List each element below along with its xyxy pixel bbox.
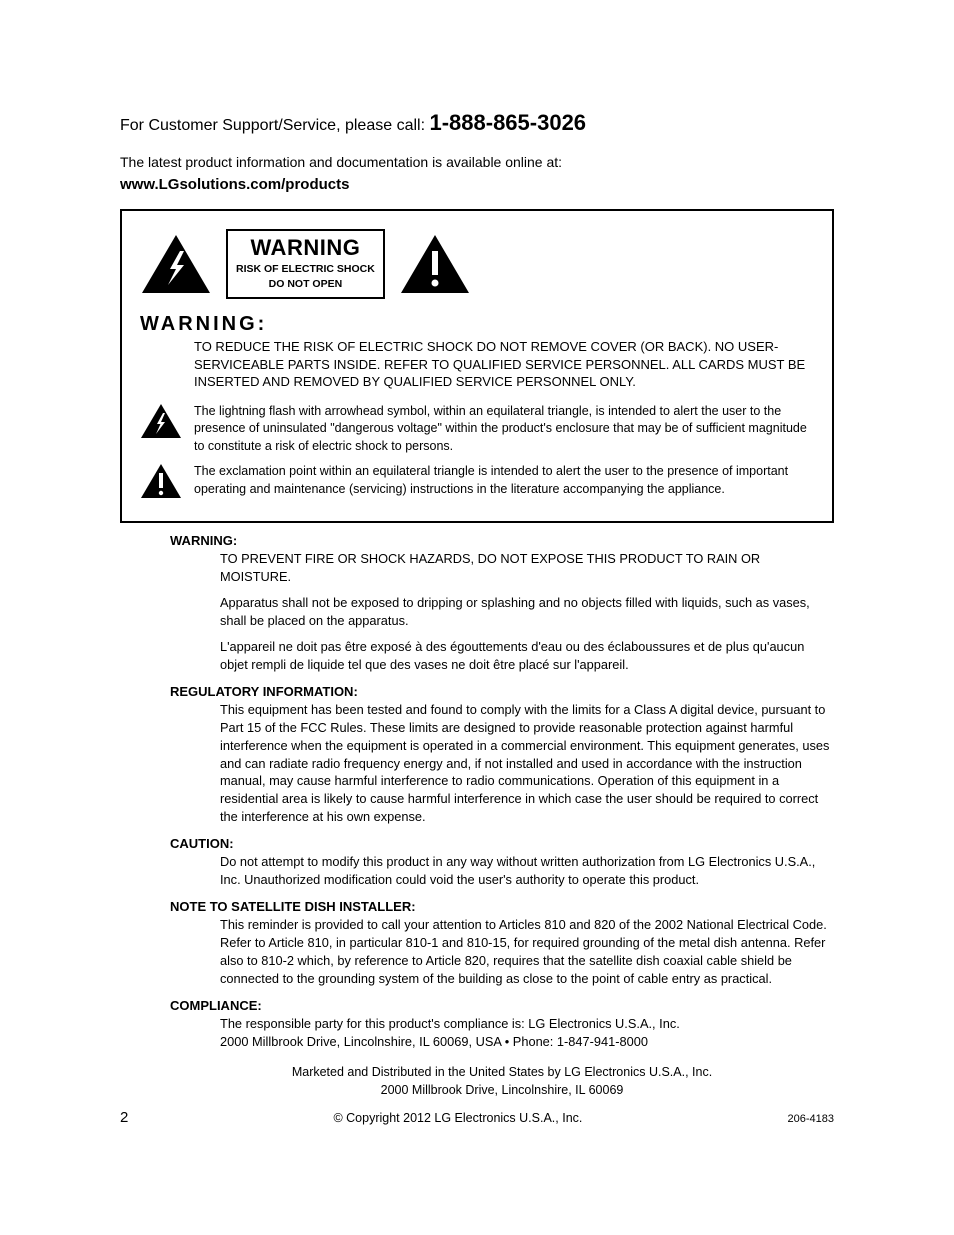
paragraph: L'appareil ne doit pas être exposé à des… [220,638,834,674]
support-phone: 1-888-865-3026 [429,110,586,135]
warning-label-box: WARNING RISK OF ELECTRIC SHOCK DO NOT OP… [226,229,385,299]
section-caution: CAUTION: Do not attempt to modify this p… [120,836,834,889]
warning-box-header: WARNING RISK OF ELECTRIC SHOCK DO NOT OP… [140,229,814,299]
copyright: © Copyright 2012 LG Electronics U.S.A., … [128,1111,787,1125]
warning-label-title: WARNING [236,235,375,261]
exclamation-description-row: The exclamation point within an equilate… [140,463,814,499]
paragraph: This equipment has been tested and found… [220,701,834,826]
distribution-line: 2000 Millbrook Drive, Lincolnshire, IL 6… [170,1082,834,1100]
distribution-footer: Marketed and Distributed in the United S… [120,1064,834,1099]
exclamation-triangle-icon [399,233,471,295]
section-title: CAUTION: [120,836,834,851]
document-page: For Customer Support/Service, please cal… [0,0,954,1166]
support-prefix: For Customer Support/Service, please cal… [120,117,429,134]
section-satellite: NOTE TO SATELLITE DISH INSTALLER: This r… [120,899,834,988]
document-number: 206-4183 [788,1113,835,1125]
paragraph: TO PREVENT FIRE OR SHOCK HAZARDS, DO NOT… [220,550,834,586]
page-footer: 2 © Copyright 2012 LG Electronics U.S.A.… [120,1109,834,1126]
section-body: This reminder is provided to call your a… [120,916,834,988]
section-body: The responsible party for this product's… [120,1015,834,1051]
paragraph: 2000 Millbrook Drive, Lincolnshire, IL 6… [220,1033,834,1051]
paragraph: This reminder is provided to call your a… [220,916,834,988]
page-number: 2 [120,1109,128,1126]
warning-heading: WARNING: [140,313,814,336]
section-regulatory: REGULATORY INFORMATION: This equipment h… [120,684,834,826]
section-warning: WARNING: TO PREVENT FIRE OR SHOCK HAZARD… [120,533,834,673]
warning-box: WARNING RISK OF ELECTRIC SHOCK DO NOT OP… [120,209,834,523]
latest-info-line: The latest product information and docum… [120,154,834,170]
section-title: COMPLIANCE: [120,998,834,1013]
paragraph: The responsible party for this product's… [220,1015,834,1033]
paragraph: Apparatus shall not be exposed to drippi… [220,594,834,630]
product-url: www.LGsolutions.com/products [120,176,834,193]
lightning-triangle-icon [140,233,212,295]
exclamation-description: The exclamation point within an equilate… [194,463,814,499]
section-body: This equipment has been tested and found… [120,701,834,826]
section-body: TO PREVENT FIRE OR SHOCK HAZARDS, DO NOT… [120,550,834,673]
lightning-triangle-icon [140,403,182,439]
lightning-description: The lightning flash with arrowhead symbo… [194,403,814,456]
warning-label-sub2: DO NOT OPEN [236,278,375,291]
support-line: For Customer Support/Service, please cal… [120,110,834,136]
warning-body: TO REDUCE THE RISK OF ELECTRIC SHOCK DO … [140,338,814,391]
section-title: NOTE TO SATELLITE DISH INSTALLER: [120,899,834,914]
section-body: Do not attempt to modify this product in… [120,853,834,889]
paragraph: Do not attempt to modify this product in… [220,853,834,889]
exclamation-triangle-icon [140,463,182,499]
distribution-line: Marketed and Distributed in the United S… [170,1064,834,1082]
section-title: REGULATORY INFORMATION: [120,684,834,699]
warning-label-sub1: RISK OF ELECTRIC SHOCK [236,263,375,276]
section-compliance: COMPLIANCE: The responsible party for th… [120,998,834,1051]
section-title: WARNING: [120,533,834,548]
lightning-description-row: The lightning flash with arrowhead symbo… [140,403,814,456]
